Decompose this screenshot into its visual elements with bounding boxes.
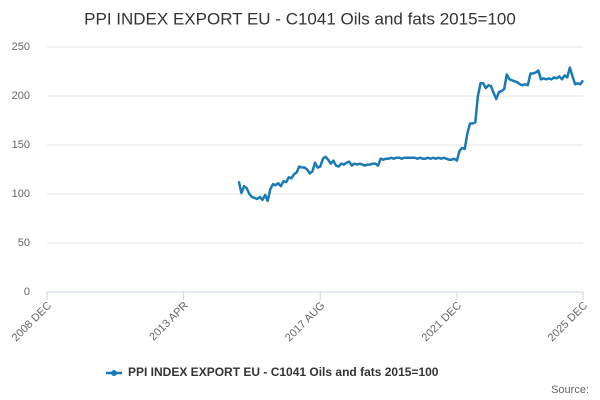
y-tick-label: 100 (12, 188, 30, 200)
x-tick-label: 2017 AUG (283, 300, 327, 344)
source: Source: (551, 384, 589, 396)
line (237, 66, 585, 203)
y-tick-label: 150 (12, 139, 30, 151)
x-tick-label: 2021 DEC (420, 300, 464, 344)
x-tick-label: 2025 DEC (546, 300, 590, 344)
y-tick-label: 0 (24, 286, 30, 298)
y-tick-label: 250 (12, 41, 30, 53)
legend-marker (111, 370, 117, 376)
legend-label: PPI INDEX EXPORT EU - C1041 Oils and fat… (128, 365, 439, 379)
x-tick-label: 2013 APR (147, 300, 191, 344)
x-tick-label: 2008 DEC (10, 300, 54, 344)
y-tick-label: 200 (12, 90, 30, 102)
chart-title: PPI INDEX EXPORT EU - C1041 Oils and fat… (84, 9, 516, 28)
y-tick-label: 50 (18, 237, 30, 249)
